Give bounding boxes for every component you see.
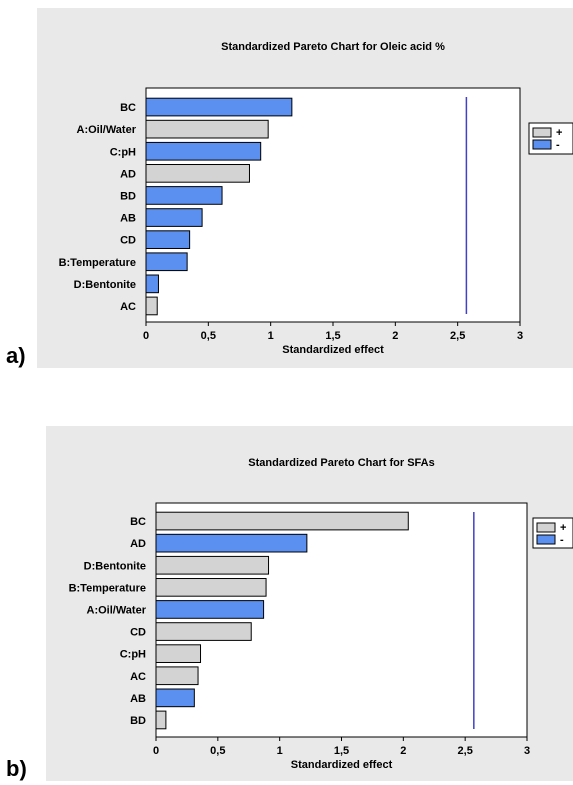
legend-swatch bbox=[536, 534, 556, 545]
category-label: CD bbox=[130, 627, 146, 639]
x-tick-label: 0,5 bbox=[201, 330, 216, 342]
category-label: AD bbox=[130, 538, 146, 550]
x-tick-label: 1 bbox=[268, 330, 274, 342]
bar-d-bentonite bbox=[145, 274, 159, 294]
category-label: BC bbox=[120, 102, 136, 114]
bar-c-ph bbox=[145, 141, 262, 161]
bar-bc bbox=[155, 511, 409, 531]
x-tick-label: 3 bbox=[524, 745, 530, 757]
bar-bc bbox=[145, 97, 293, 117]
category-label: BD bbox=[130, 715, 146, 727]
category-label: C:pH bbox=[110, 146, 136, 158]
x-axis-label: Standardized effect bbox=[282, 344, 384, 356]
x-tick-label: 2,5 bbox=[458, 745, 473, 757]
x-tick-label: 0 bbox=[153, 745, 159, 757]
x-tick-label: 0,5 bbox=[210, 745, 225, 757]
bar-cd bbox=[155, 622, 252, 641]
category-label: BD bbox=[120, 190, 136, 202]
bar-d-bentonite bbox=[155, 555, 270, 575]
pareto-chart-oleic-acid: Standardized Pareto Chart for Oleic acid… bbox=[37, 8, 573, 368]
category-label: AB bbox=[120, 213, 136, 225]
category-label: AD bbox=[120, 168, 136, 180]
bar-cd bbox=[145, 230, 191, 249]
bar-bd bbox=[145, 186, 223, 205]
category-label: B:Temperature bbox=[69, 582, 146, 594]
legend-label: + bbox=[560, 522, 566, 534]
bar-bd bbox=[155, 710, 167, 730]
bar-a-oil-water bbox=[155, 600, 265, 619]
category-label: AC bbox=[130, 671, 146, 683]
panel-label-a: a) bbox=[6, 343, 26, 368]
legend-swatch bbox=[532, 139, 552, 150]
bar-ac bbox=[155, 666, 199, 686]
chart-title: Standardized Pareto Chart for Oleic acid… bbox=[221, 41, 445, 53]
x-tick-label: 1,5 bbox=[325, 330, 340, 342]
category-label: C:pH bbox=[120, 649, 146, 661]
category-label: A:Oil/Water bbox=[77, 124, 137, 136]
bar-b-temperature bbox=[155, 578, 267, 597]
legend-swatch bbox=[532, 127, 552, 138]
x-tick-label: 2,5 bbox=[450, 330, 465, 342]
pareto-panel-a: Standardized Pareto Chart for Oleic acid… bbox=[0, 0, 573, 372]
x-tick-label: 3 bbox=[517, 330, 523, 342]
bar-ad bbox=[145, 164, 250, 183]
x-tick-label: 2 bbox=[392, 330, 398, 342]
pareto-chart-sfas: Standardized Pareto Chart for SFAs BC AD D:… bbox=[46, 426, 573, 781]
category-label: AC bbox=[120, 301, 136, 313]
bar-c-ph bbox=[155, 644, 202, 663]
x-tick-label: 1 bbox=[277, 745, 283, 757]
x-axis-label: Standardized effect bbox=[291, 759, 393, 771]
pareto-panel-b: Standardized Pareto Chart for SFAs BC AD D:… bbox=[0, 420, 573, 785]
legend-label: + bbox=[556, 127, 562, 139]
legend-label: - bbox=[556, 139, 560, 151]
legend-label: - bbox=[560, 534, 564, 546]
panel-label-b: b) bbox=[6, 756, 27, 781]
category-label: BC bbox=[130, 516, 146, 528]
x-tick-label: 1,5 bbox=[334, 745, 349, 757]
bar-a-oil-water bbox=[145, 119, 269, 139]
legend-swatch bbox=[536, 522, 556, 533]
category-label: D:Bentonite bbox=[74, 279, 136, 291]
chart-title: Standardized Pareto Chart for SFAs bbox=[248, 457, 434, 469]
bar-ac bbox=[145, 296, 158, 316]
bar-ad bbox=[155, 533, 308, 553]
bar-b-temperature bbox=[145, 252, 188, 272]
x-tick-label: 0 bbox=[143, 330, 149, 342]
category-label: CD bbox=[120, 235, 136, 247]
category-label: A:Oil/Water bbox=[87, 604, 147, 616]
category-label: AB bbox=[130, 693, 146, 705]
bar-ab bbox=[155, 688, 195, 708]
category-label: B:Temperature bbox=[59, 257, 136, 269]
x-tick-label: 2 bbox=[400, 745, 406, 757]
bar-ab bbox=[145, 208, 203, 227]
category-label: D:Bentonite bbox=[84, 560, 146, 572]
